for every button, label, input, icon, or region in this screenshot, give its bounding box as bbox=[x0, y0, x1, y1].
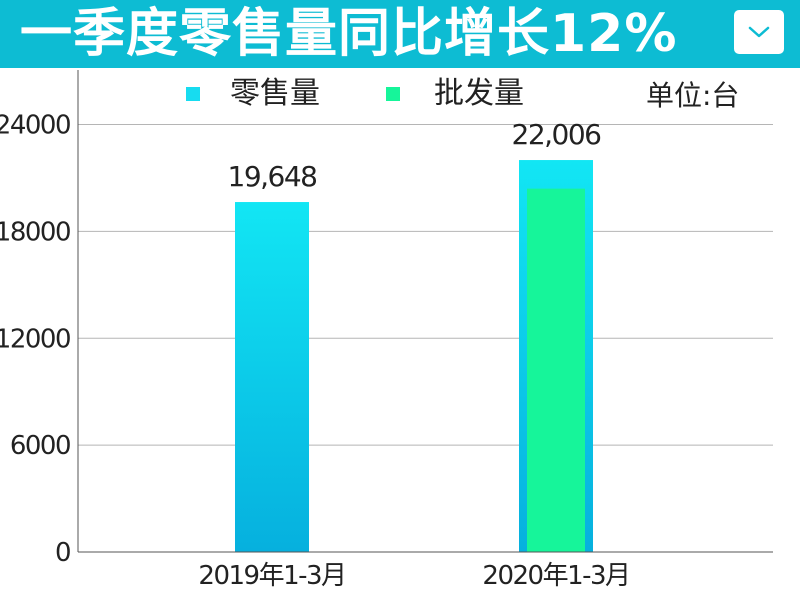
x-tick-label: 2020年1-3月 bbox=[482, 561, 629, 591]
y-tick-label: 24000 bbox=[0, 111, 70, 141]
bar-retail bbox=[235, 202, 309, 553]
x-tick-label: 2019年1-3月 bbox=[198, 561, 345, 591]
axes bbox=[77, 70, 773, 553]
data-label-retail: 22,006 bbox=[512, 118, 602, 151]
y-tick-label: 6000 bbox=[10, 431, 70, 461]
legend-item-retail: 零售量 bbox=[186, 78, 346, 110]
data-label-retail: 19,648 bbox=[228, 160, 317, 193]
grid-lines bbox=[78, 124, 773, 446]
bars bbox=[235, 160, 593, 553]
bar-wholesale bbox=[527, 188, 585, 553]
legend-label-retail: 零售量 bbox=[230, 76, 320, 111]
legend-label-wholesale: 批发量 bbox=[434, 76, 524, 111]
y-tick-label: 0 bbox=[55, 538, 70, 568]
dropdown-button[interactable] bbox=[734, 10, 784, 54]
unit-label: 单位:台 bbox=[646, 79, 740, 112]
chevron-down-icon bbox=[748, 26, 770, 38]
legend-swatch-retail bbox=[186, 87, 200, 101]
y-tick-label: 12000 bbox=[0, 324, 70, 354]
title-banner: 一季度零售量同比增长12% bbox=[0, 0, 800, 68]
legend-item-wholesale: 批发量 bbox=[386, 78, 546, 110]
y-tick-label: 18000 bbox=[0, 217, 70, 247]
page-title: 一季度零售量同比增长12% bbox=[20, 4, 678, 64]
labels: 0 6000 12000 18000 24000 19,648 2019年1-3月 22,00… bbox=[0, 111, 631, 591]
legend-swatch-wholesale bbox=[386, 87, 400, 101]
